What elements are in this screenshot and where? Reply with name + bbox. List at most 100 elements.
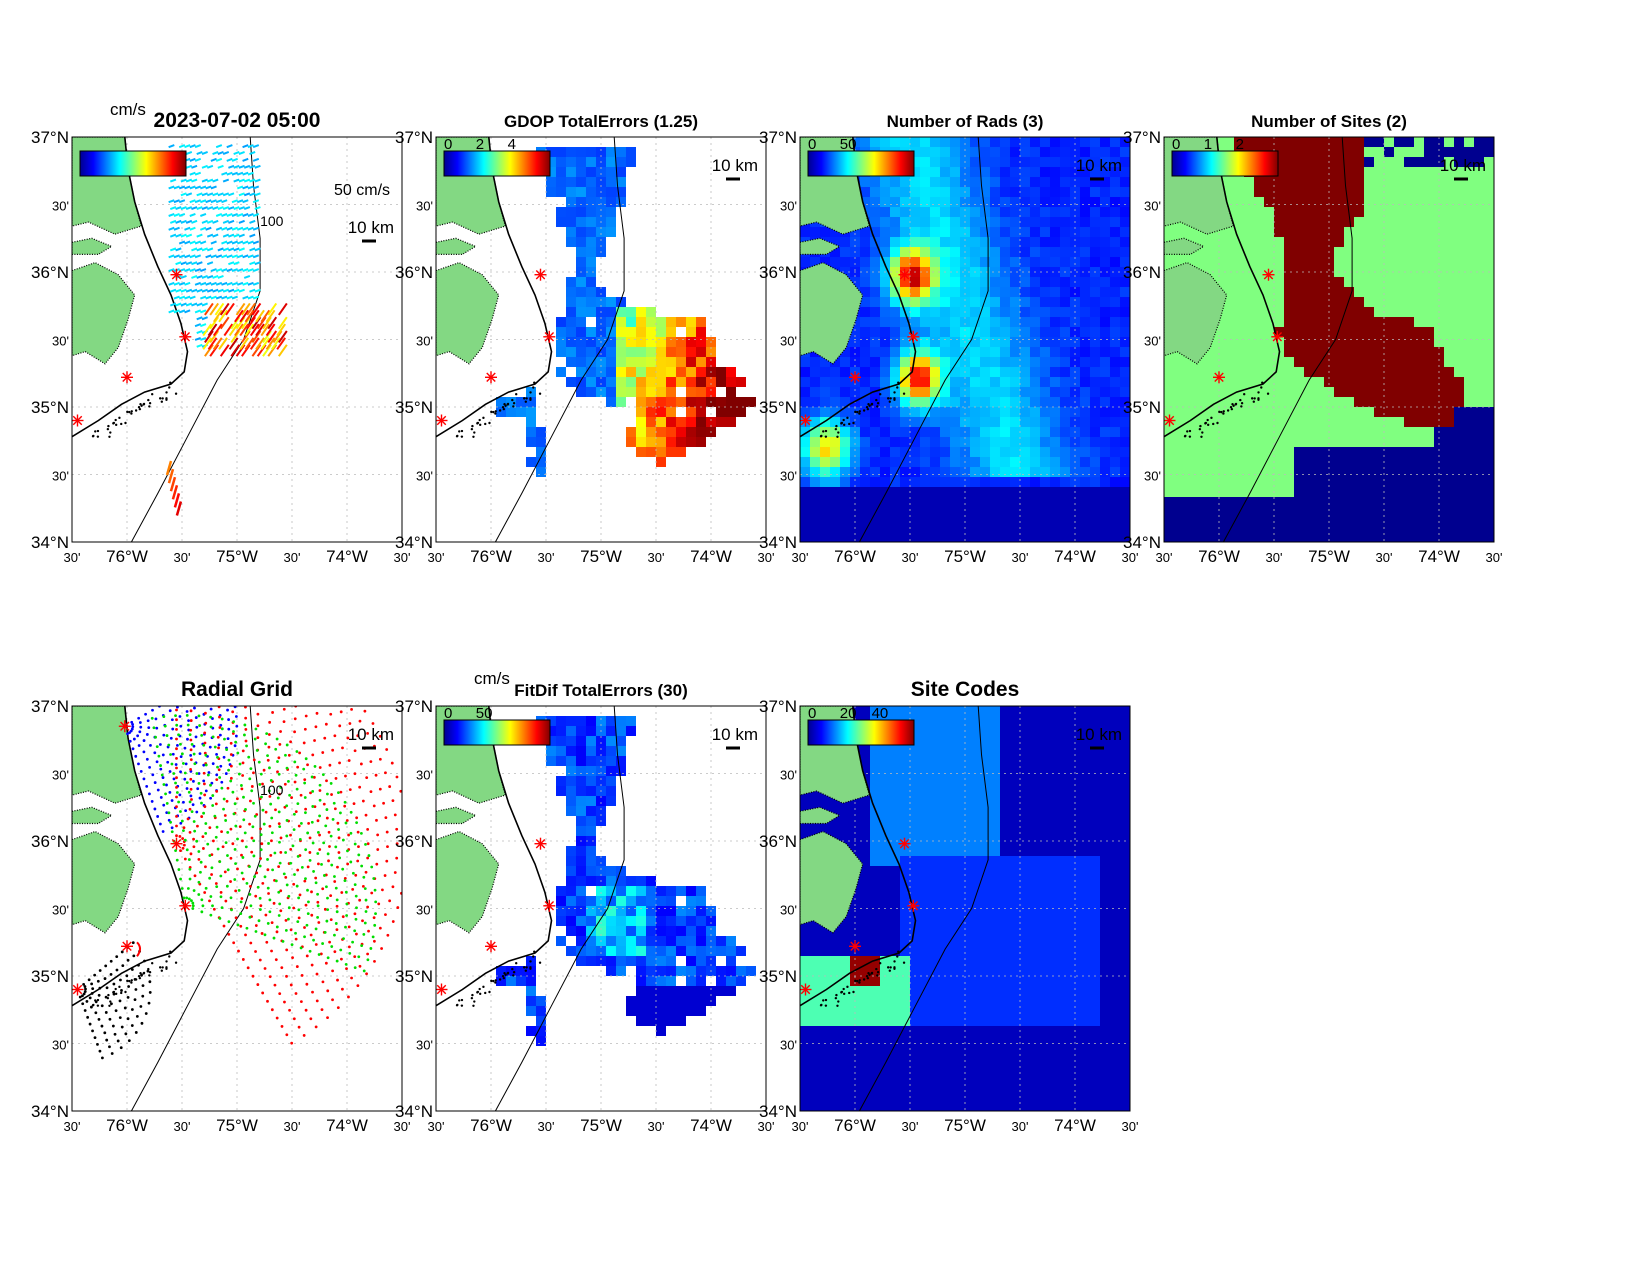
data-cell bbox=[980, 227, 990, 237]
current-vector bbox=[180, 302, 187, 307]
data-cell bbox=[880, 187, 890, 197]
data-cell bbox=[1224, 437, 1234, 447]
lon-tick-label: 30' bbox=[64, 550, 81, 565]
data-cell bbox=[1344, 197, 1354, 207]
data-cell bbox=[950, 287, 960, 297]
data-cell bbox=[950, 177, 960, 187]
radial-grid-point bbox=[220, 906, 224, 910]
current-vector bbox=[242, 281, 249, 286]
data-cell bbox=[1324, 147, 1334, 157]
data-cell bbox=[1344, 497, 1354, 507]
data-cell bbox=[1100, 277, 1110, 287]
data-cell bbox=[666, 417, 676, 427]
data-cell bbox=[1254, 227, 1264, 237]
data-cell bbox=[676, 337, 686, 347]
radial-grid-point bbox=[339, 811, 342, 815]
data-cell bbox=[1080, 227, 1090, 237]
data-cell bbox=[1374, 287, 1384, 297]
data-cell bbox=[970, 317, 980, 327]
data-cell bbox=[1010, 247, 1020, 257]
radial-grid-point bbox=[346, 862, 350, 866]
data-cell bbox=[1060, 447, 1070, 457]
data-cell bbox=[1204, 377, 1214, 387]
data-cell bbox=[1334, 327, 1344, 337]
radial-grid-point bbox=[380, 888, 384, 892]
radial-grid-point bbox=[179, 821, 183, 825]
data-cell bbox=[990, 157, 1000, 167]
current-vector bbox=[169, 178, 177, 183]
current-vector bbox=[235, 302, 246, 316]
data-cell bbox=[1344, 537, 1354, 542]
radial-grid-point bbox=[229, 741, 233, 745]
radial-grid-point bbox=[240, 853, 243, 857]
data-cell bbox=[1020, 247, 1030, 257]
lat-tick-label: 30' bbox=[52, 199, 69, 214]
data-cell bbox=[1000, 357, 1010, 367]
current-vector bbox=[196, 247, 203, 252]
data-cell bbox=[656, 427, 666, 437]
data-cell bbox=[930, 317, 940, 327]
data-cell bbox=[1384, 277, 1394, 287]
data-cell bbox=[980, 507, 990, 517]
data-cell bbox=[586, 247, 596, 257]
data-cell bbox=[880, 447, 890, 457]
island-dot bbox=[835, 424, 838, 428]
data-cell bbox=[990, 247, 1000, 257]
current-vector bbox=[254, 192, 261, 197]
data-cell bbox=[1264, 477, 1274, 487]
current-vector bbox=[185, 288, 193, 293]
island-dot bbox=[529, 397, 532, 400]
data-cell bbox=[1174, 437, 1184, 447]
radial-grid-point bbox=[318, 798, 322, 802]
island-dot bbox=[1257, 391, 1260, 394]
data-cell bbox=[1384, 387, 1394, 397]
data-cell bbox=[566, 177, 576, 187]
data-cell bbox=[536, 427, 546, 437]
radial-grid-point bbox=[230, 908, 233, 912]
island-dot bbox=[870, 402, 874, 406]
site-marker bbox=[1262, 268, 1275, 281]
radial-grid-point bbox=[293, 780, 297, 784]
data-cell bbox=[1080, 167, 1090, 177]
data-cell bbox=[1164, 537, 1174, 542]
data-cell bbox=[1454, 197, 1464, 207]
data-cell bbox=[576, 197, 586, 207]
data-cell bbox=[1244, 517, 1254, 527]
data-cell bbox=[1284, 137, 1294, 147]
radial-grid-point bbox=[194, 716, 198, 719]
data-cell bbox=[1120, 247, 1130, 257]
data-cell bbox=[1384, 457, 1394, 467]
data-cell bbox=[1274, 167, 1284, 177]
data-cell bbox=[1324, 417, 1334, 427]
radial-grid-point bbox=[294, 937, 298, 941]
data-cell bbox=[1354, 377, 1364, 387]
data-cell bbox=[1214, 497, 1224, 507]
radial-grid-point bbox=[175, 708, 178, 712]
data-cell bbox=[616, 147, 626, 157]
lon-tick-label: 76°W bbox=[1198, 547, 1240, 566]
data-cell bbox=[1070, 477, 1080, 487]
island-dot bbox=[854, 410, 857, 414]
radial-grid-point bbox=[284, 753, 287, 757]
data-cell bbox=[1000, 387, 1010, 397]
data-cell bbox=[646, 327, 656, 337]
radial-grid-point bbox=[295, 884, 299, 888]
site-marker bbox=[72, 983, 84, 996]
data-cell bbox=[1224, 227, 1234, 237]
radial-grid-point bbox=[203, 891, 207, 894]
data-cell bbox=[1294, 247, 1304, 257]
radial-grid-point bbox=[183, 838, 187, 842]
radial-grid-point bbox=[152, 726, 156, 730]
radial-grid-point bbox=[265, 940, 269, 944]
radial-grid-point bbox=[362, 875, 366, 879]
radial-grid-point bbox=[204, 711, 207, 715]
data-cell bbox=[1294, 387, 1304, 397]
data-cell bbox=[1394, 137, 1404, 147]
data-cell bbox=[1354, 497, 1364, 507]
current-vector bbox=[252, 295, 260, 300]
axes-frame bbox=[435, 136, 767, 543]
current-vector bbox=[199, 213, 207, 217]
radial-grid-point bbox=[207, 771, 211, 774]
data-cell bbox=[1214, 467, 1224, 477]
data-cell bbox=[820, 257, 830, 267]
